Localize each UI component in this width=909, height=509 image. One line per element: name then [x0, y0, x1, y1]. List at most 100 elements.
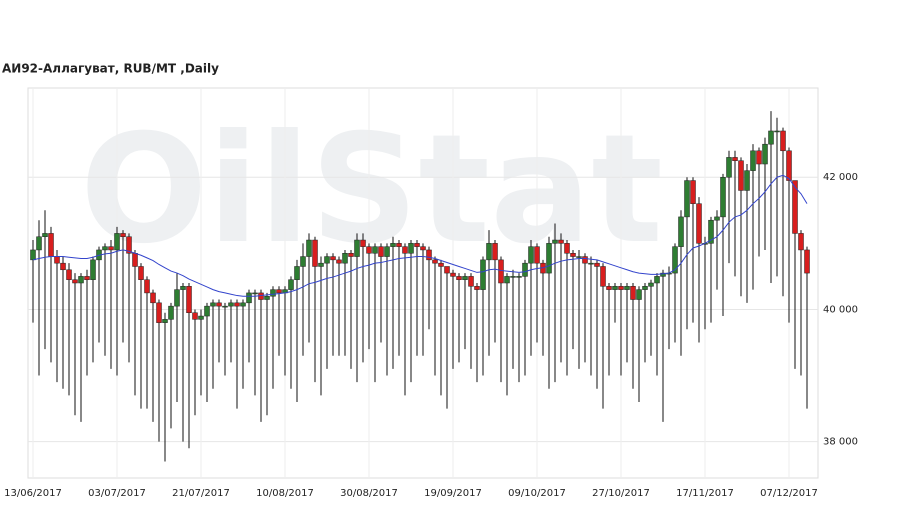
- candle-body: [786, 150, 792, 181]
- candle-body: [468, 276, 474, 287]
- candle-body: [798, 233, 804, 251]
- candle-body: [552, 239, 558, 244]
- candle-body: [180, 286, 186, 290]
- moving-average: [32, 174, 808, 297]
- candle-body: [510, 276, 516, 278]
- candle-body: [312, 239, 318, 267]
- candle-body: [132, 253, 138, 267]
- candle-body: [276, 289, 282, 294]
- candle-body: [642, 286, 648, 290]
- candle-body: [360, 239, 366, 247]
- candle-body: [324, 256, 330, 264]
- candle-body: [270, 289, 276, 297]
- candle-body: [576, 256, 582, 258]
- candle-body: [72, 279, 78, 284]
- candle-body: [306, 239, 312, 257]
- y-tick-label: 40 000: [823, 304, 858, 315]
- candle-body: [618, 286, 624, 290]
- candle-body: [420, 246, 426, 251]
- candle-body: [606, 286, 612, 290]
- candle-body: [534, 246, 540, 264]
- x-tick-label: 21/07/2017: [172, 488, 230, 499]
- candle-body: [354, 239, 360, 257]
- candle-body: [156, 302, 162, 323]
- candle-body: [330, 256, 336, 261]
- y-tick-label: 42 000: [823, 172, 858, 183]
- candle-body: [150, 292, 156, 304]
- candle-body: [750, 150, 756, 171]
- candle-body: [684, 180, 690, 218]
- candle-body: [336, 259, 342, 264]
- candle-body: [318, 262, 324, 267]
- candle-body: [210, 302, 216, 307]
- x-tick-label: 07/12/2017: [760, 488, 818, 499]
- candle-body: [456, 276, 462, 280]
- candle-body: [624, 286, 630, 290]
- x-tick-label: 27/10/2017: [592, 488, 650, 499]
- candle-body: [48, 233, 54, 257]
- candle-body: [768, 130, 774, 145]
- candle-body: [474, 286, 480, 290]
- candle-body: [108, 246, 114, 251]
- candle-body: [228, 302, 234, 307]
- candle-body: [486, 243, 492, 261]
- candle-body: [384, 246, 390, 257]
- candle-body: [492, 243, 498, 261]
- x-tick-label: 09/10/2017: [508, 488, 566, 499]
- x-tick-label: 17/11/2017: [676, 488, 734, 499]
- candle-body: [60, 262, 66, 271]
- candle-body: [720, 176, 726, 218]
- candle-body: [342, 253, 348, 264]
- candle-body: [174, 289, 180, 307]
- candle-body: [660, 272, 666, 277]
- x-tick-label: 03/07/2017: [88, 488, 146, 499]
- candle-body: [672, 246, 678, 274]
- candle-body: [102, 246, 108, 251]
- candle-body: [138, 266, 144, 280]
- candle-body: [804, 249, 810, 274]
- candle-body: [90, 259, 96, 280]
- candle-body: [246, 292, 252, 304]
- candle-body: [54, 256, 60, 264]
- candle-body: [726, 157, 732, 178]
- candle-body: [630, 286, 636, 300]
- candle-body: [504, 276, 510, 284]
- candle-body: [744, 170, 750, 191]
- candle-body: [564, 243, 570, 254]
- candle-body: [780, 130, 786, 152]
- x-tick-label: 30/08/2017: [340, 488, 398, 499]
- candle-body: [78, 276, 84, 284]
- candle-body: [708, 219, 714, 244]
- candle-body: [516, 276, 522, 278]
- candle-body: [498, 259, 504, 284]
- candle-body: [762, 143, 768, 165]
- candle-body: [480, 259, 486, 290]
- candle-body: [222, 305, 228, 308]
- candle-body: [414, 243, 420, 247]
- candle-body: [240, 302, 246, 307]
- candle-body: [522, 262, 528, 277]
- candle-body: [366, 246, 372, 254]
- candle-body: [558, 239, 564, 244]
- candle-body: [714, 216, 720, 221]
- candle-body: [648, 282, 654, 287]
- y-tick-label: 38 000: [823, 437, 858, 448]
- candle-body: [42, 233, 48, 237]
- candle-body: [450, 272, 456, 277]
- x-tick-label: 19/09/2017: [424, 488, 482, 499]
- candle-body: [546, 243, 552, 274]
- candle-body: [570, 253, 576, 257]
- candle-body: [774, 130, 780, 133]
- candle-body: [204, 305, 210, 317]
- candle-body: [654, 276, 660, 284]
- candle-body: [30, 249, 36, 261]
- x-tick-label: 10/08/2017: [256, 488, 314, 499]
- candle-body: [690, 180, 696, 204]
- candle-body: [732, 157, 738, 161]
- candle-body: [588, 262, 594, 265]
- chart-title: АИ92-Аллагуват, RUB/MT ,Daily: [2, 62, 219, 76]
- candle-body: [600, 266, 606, 287]
- candle-body: [144, 279, 150, 294]
- candle-body: [84, 276, 90, 280]
- candle-body: [126, 236, 132, 254]
